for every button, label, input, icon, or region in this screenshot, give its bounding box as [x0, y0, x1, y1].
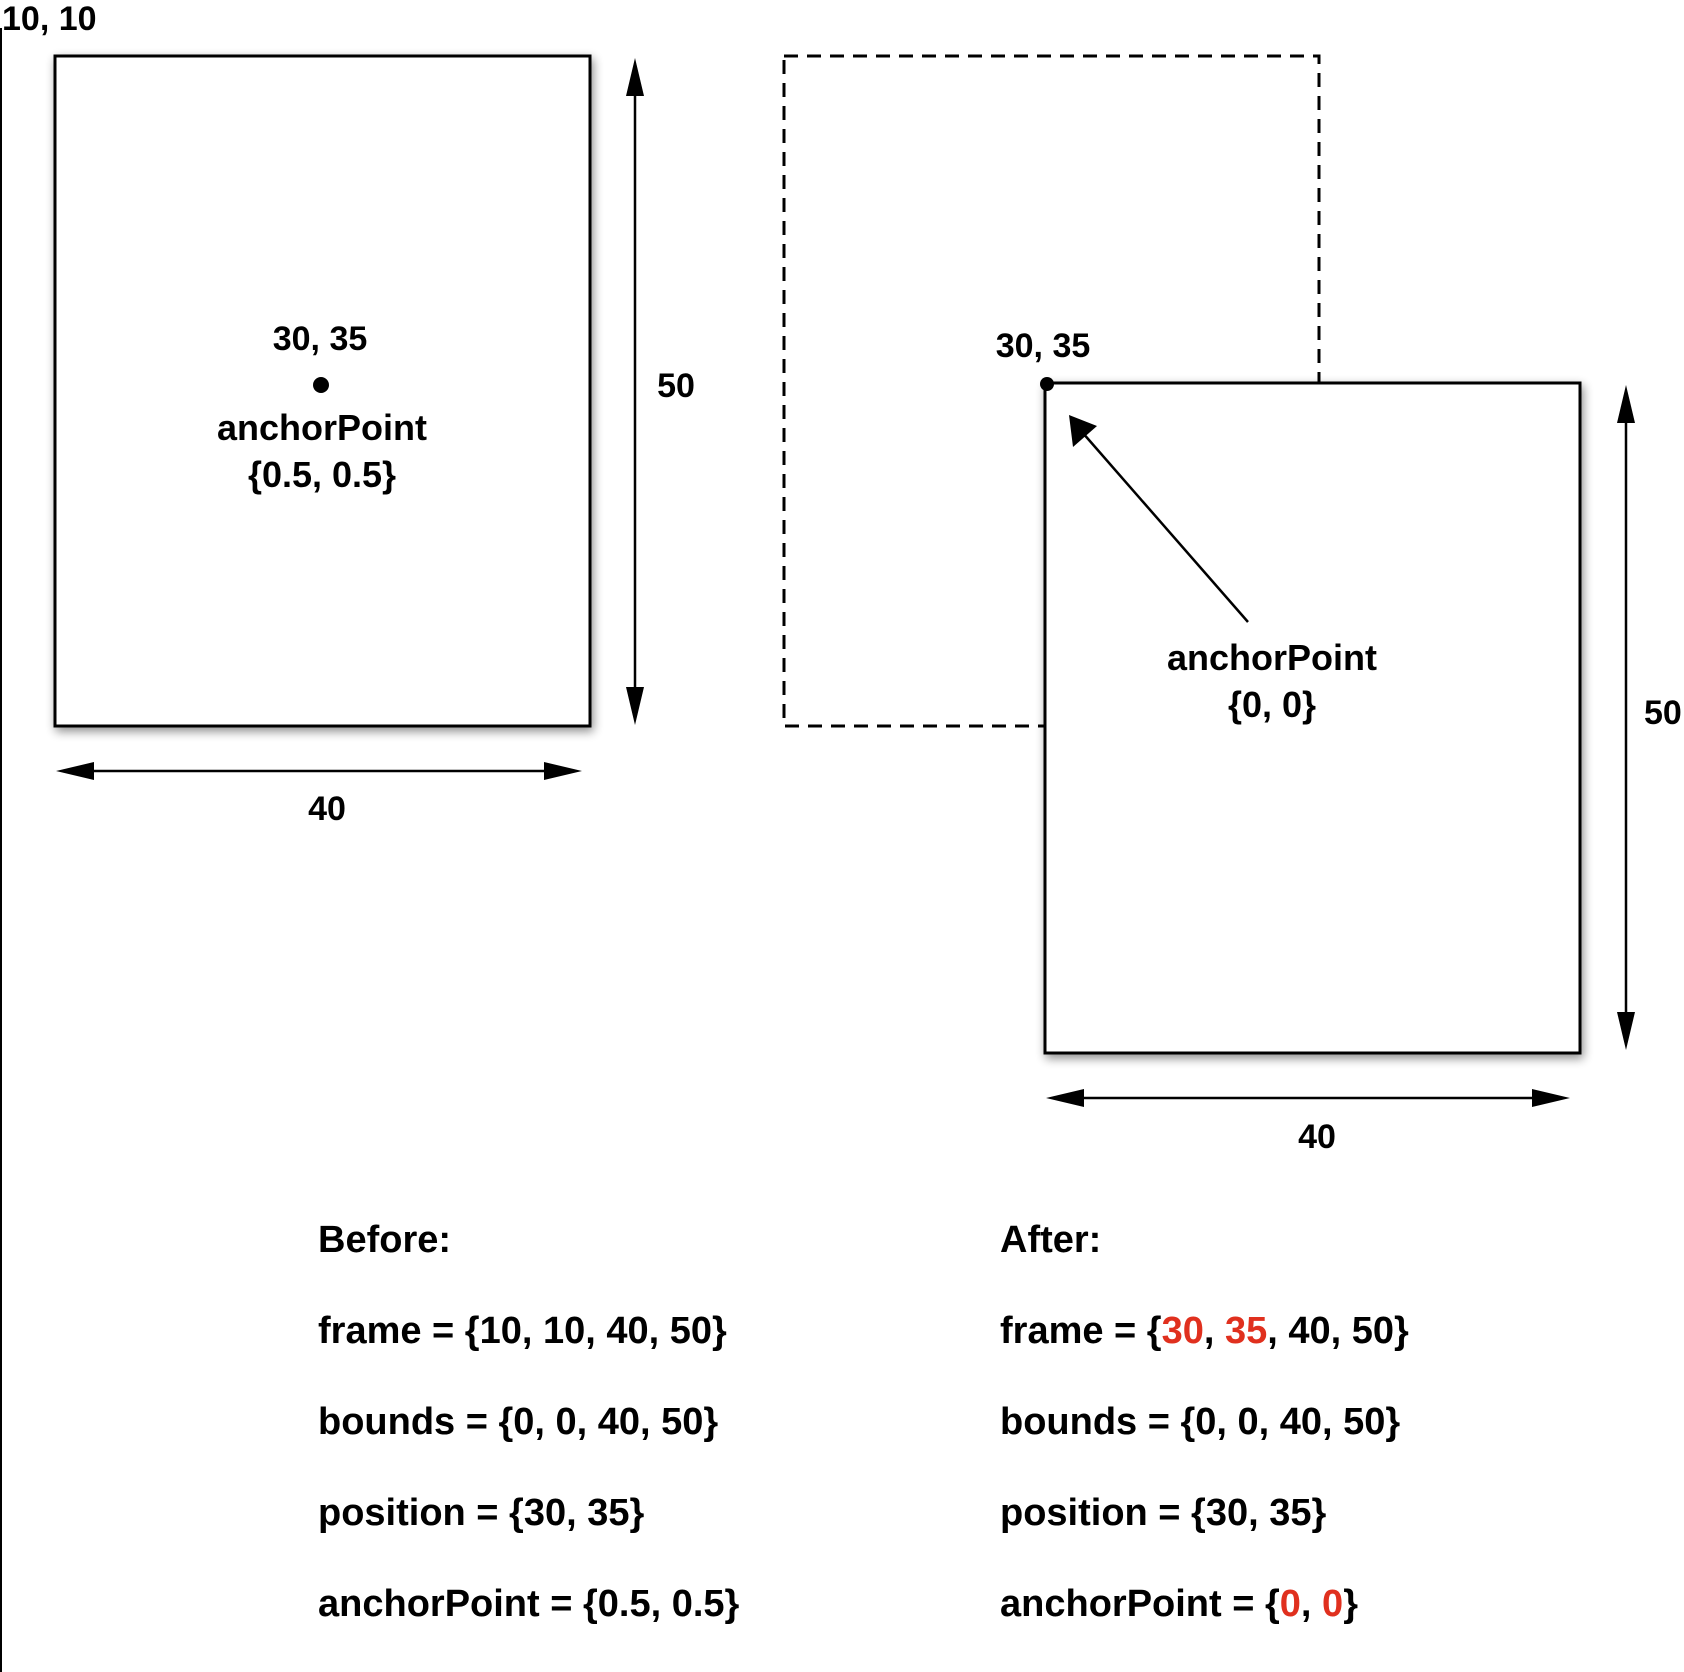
anchor-title-after: anchorPoint: [1167, 637, 1377, 678]
anchor-dot-before: [313, 377, 329, 393]
before-title: Before:: [318, 1219, 452, 1261]
anchor-title-before: anchorPoint: [217, 407, 427, 448]
after-frame-prefix: frame = {: [1000, 1310, 1162, 1352]
after-anchor-y: 0: [1322, 1583, 1344, 1625]
anchor-value-after: {0, 0}: [1228, 684, 1316, 725]
layer-after-rect: [1043, 381, 1582, 1055]
height-label-before: 50: [657, 367, 695, 405]
anchor-dot-after: [1040, 377, 1054, 391]
width-arrow-after: [1046, 1089, 1570, 1107]
after-anchor-suffix: }: [1343, 1583, 1358, 1625]
after-frame-rest: , 40, 50}: [1267, 1310, 1409, 1352]
height-label-after: 50: [1644, 694, 1682, 732]
width-label-after: 40: [1298, 1118, 1336, 1156]
after-frame-x: 30: [1161, 1310, 1204, 1352]
after-bounds: bounds = {0, 0, 40, 50}: [1000, 1401, 1401, 1443]
after-anchor-x: 0: [1279, 1583, 1301, 1625]
after-anchor: anchorPoint = {0, 0}: [1000, 1582, 1358, 1626]
before-frame: frame = {10, 10, 40, 50}: [318, 1310, 727, 1352]
after-title: After:: [1000, 1219, 1102, 1261]
before-bounds: bounds = {0, 0, 40, 50}: [318, 1401, 719, 1443]
before-position: position = {30, 35}: [318, 1492, 645, 1534]
after-frame-sep: ,: [1203, 1310, 1225, 1352]
anchor-pointer-arrow: [1069, 415, 1249, 623]
position-label-before: 30, 35: [273, 320, 368, 358]
width-label-before: 40: [308, 790, 346, 828]
before-anchor: anchorPoint = {0.5, 0.5}: [318, 1583, 740, 1625]
after-anchor-sep: ,: [1300, 1583, 1323, 1625]
width-arrow-before: [56, 762, 582, 780]
height-arrow-before: [626, 58, 644, 725]
after-anchor-prefix: anchorPoint = {: [1000, 1583, 1280, 1625]
after-frame: frame = {30, 35, 40, 50}: [1000, 1309, 1409, 1353]
height-arrow-after: [1617, 385, 1635, 1050]
after-position: position = {30, 35}: [1000, 1492, 1327, 1534]
anchor-value-before: {0.5, 0.5}: [248, 454, 396, 495]
after-frame-y: 35: [1225, 1310, 1268, 1352]
position-label-after: 30, 35: [996, 327, 1091, 365]
origin-label: 10, 10: [2, 0, 97, 38]
